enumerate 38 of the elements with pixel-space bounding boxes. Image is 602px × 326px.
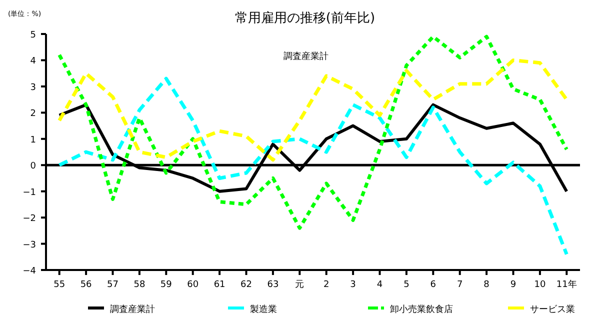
x-tick-label: 57: [107, 280, 118, 290]
x-tick-label: 11年: [556, 279, 577, 290]
x-tick-label: 59: [160, 280, 172, 290]
legend-label: サービス業: [530, 304, 575, 315]
x-tick-label: 58: [134, 280, 146, 290]
line-series: [58, 34, 568, 230]
x-tick-label: 56: [80, 280, 92, 290]
y-tick-label: 1: [30, 135, 36, 146]
line-series: [58, 76, 568, 256]
x-tick-label: 2: [323, 280, 330, 290]
y-tick-label: −3: [22, 240, 36, 250]
x-tick-label: 63: [267, 280, 279, 290]
x-tick-label: 7: [456, 280, 463, 290]
y-tick-label: −4: [22, 266, 36, 276]
y-tick-label: 3: [30, 82, 36, 93]
y-tick-label: 2: [30, 109, 36, 120]
annotation: 調査産業計: [284, 51, 328, 62]
legend-label: 製造業: [250, 304, 277, 315]
x-tick-label: 10: [534, 280, 546, 290]
legend-label: 卸小売業飲食店: [390, 304, 453, 315]
x-tick-label: 8: [484, 280, 490, 290]
x-tick-label: 3: [350, 280, 356, 290]
chart-title: 常用雇用の推移(前年比): [234, 10, 376, 26]
x-tick-label: 62: [240, 280, 252, 290]
legend-label: 調査産業計: [110, 304, 155, 315]
y-tick-label: 0: [30, 162, 36, 172]
y-tick-label: −1: [22, 188, 36, 198]
x-tick-label: 4: [376, 280, 383, 290]
y-tick-label: 5: [30, 30, 36, 40]
x-tick-label: 6: [430, 280, 436, 290]
x-tick-label: 5: [404, 280, 410, 290]
x-tick-label: 9: [510, 280, 516, 290]
x-tick-label: 元: [295, 279, 304, 290]
x-tick-label: 61: [214, 280, 226, 290]
x-tick-label: 55: [54, 280, 66, 290]
y-tick-label: −2: [22, 214, 36, 224]
x-tick-label: 60: [187, 280, 199, 290]
y-tick-label: 4: [30, 56, 36, 67]
